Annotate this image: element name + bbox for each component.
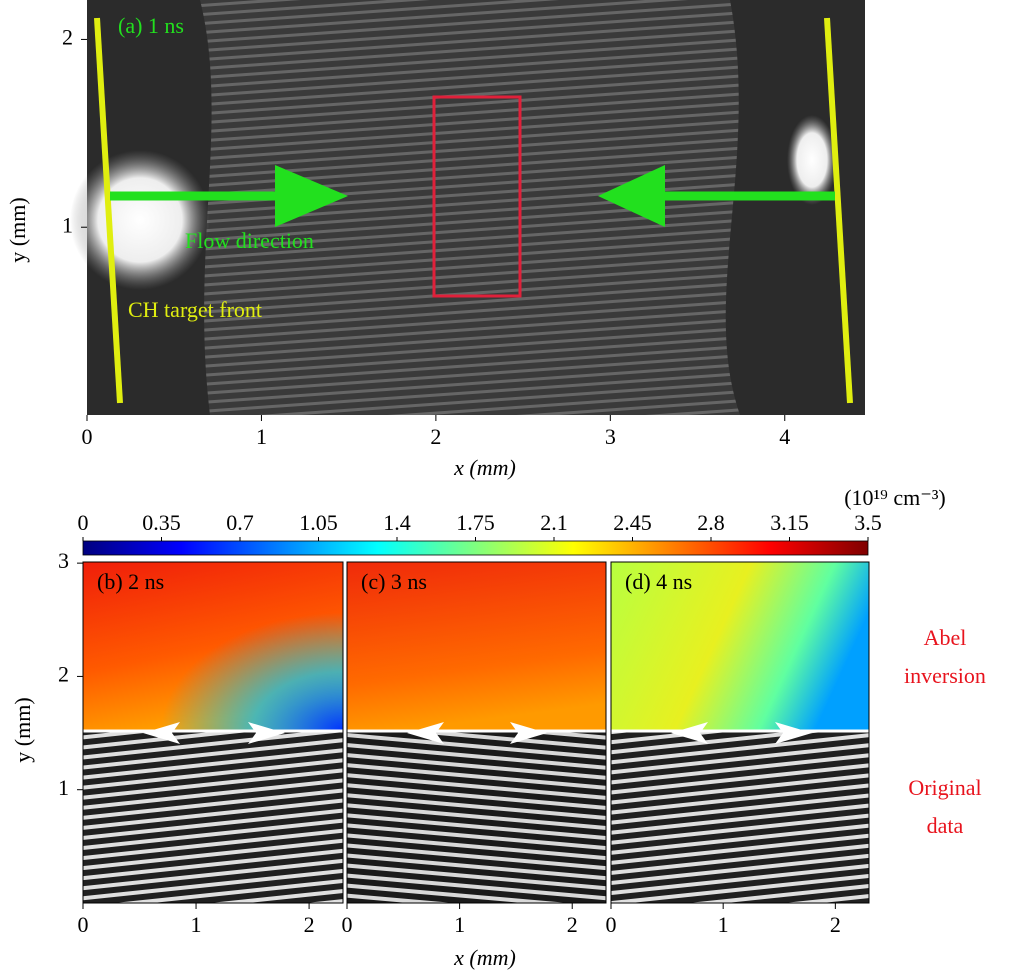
colorbar-tick-label: 0.35	[142, 510, 181, 535]
y-tick-label: 1	[62, 212, 73, 237]
x-axis-label: x (mm)	[453, 945, 516, 970]
colorbar-tick-label: 1.05	[299, 510, 338, 535]
side-label: inversion	[904, 663, 986, 688]
annotation: Flow direction	[185, 228, 314, 253]
panel-title: (c) 3 ns	[361, 569, 427, 594]
x-tick-label: 0	[606, 912, 617, 937]
panel-art	[70, 0, 870, 904]
x-tick-label: 0	[78, 912, 89, 937]
colorbar-tick-label: 2.45	[613, 510, 652, 535]
annotation: CH target front	[128, 297, 262, 322]
x-tick-label: 0	[82, 424, 93, 449]
x-tick-label: 0	[342, 912, 353, 937]
x-tick-label: 2	[304, 912, 315, 937]
colorbar-tick-label: 2.8	[697, 510, 725, 535]
x-axis-label: x (mm)	[453, 455, 516, 480]
y-tick-label: 3	[58, 548, 69, 573]
y-axis-label: y (mm)	[5, 197, 30, 262]
colorbar-tick-label: 0.7	[226, 510, 254, 535]
side-label: Abel	[924, 625, 967, 650]
x-tick-label: 1	[718, 912, 729, 937]
panel-title: (a) 1 ns	[118, 13, 184, 38]
x-tick-label: 2	[430, 424, 441, 449]
colorbar-tick-label: 3.5	[854, 510, 882, 535]
colorbar-tick-label: 1.75	[456, 510, 495, 535]
x-tick-label: 2	[830, 912, 841, 937]
x-tick-label: 1	[191, 912, 202, 937]
colorbar-tick-label: 2.1	[540, 510, 568, 535]
y-tick-label: 2	[58, 661, 69, 686]
y-tick-label: 1	[58, 775, 69, 800]
side-label: data	[927, 813, 964, 838]
x-tick-label: 3	[605, 424, 616, 449]
colorbar-tick-label: 3.15	[770, 510, 809, 535]
colorbar-tick-label: 0	[78, 510, 89, 535]
panel-title: (b) 2 ns	[97, 569, 164, 594]
side-label: Original	[908, 775, 981, 800]
x-tick-label: 4	[779, 424, 790, 449]
colorbar-label: (10¹⁹ cm⁻³)	[844, 485, 946, 510]
x-tick-label: 1	[454, 912, 465, 937]
panel-title: (d) 4 ns	[625, 569, 692, 594]
colorbar-tick-label: 1.4	[383, 510, 411, 535]
y-tick-label: 2	[62, 24, 73, 49]
x-tick-label: 1	[256, 424, 267, 449]
x-tick-label: 2	[567, 912, 578, 937]
y-axis-label: y (mm)	[10, 697, 35, 762]
